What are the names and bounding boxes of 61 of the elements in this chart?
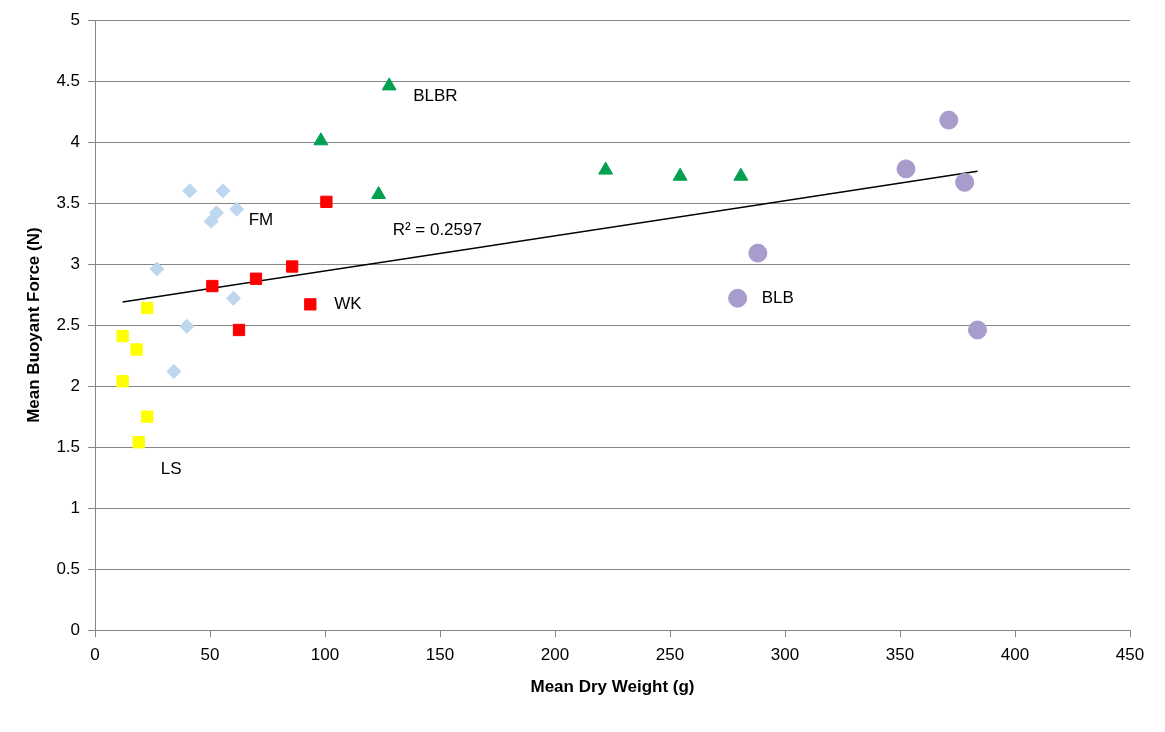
point bbox=[733, 167, 749, 181]
point bbox=[141, 410, 154, 423]
y-tick-label: 3.5 bbox=[56, 192, 81, 212]
x-tick-label: 50 bbox=[200, 645, 220, 665]
point bbox=[166, 363, 182, 379]
point bbox=[304, 298, 317, 311]
point bbox=[672, 167, 688, 181]
point bbox=[381, 77, 397, 91]
point bbox=[149, 261, 165, 277]
y-tick-label: 5 bbox=[70, 9, 81, 29]
x-axis-title: Mean Dry Weight (g) bbox=[530, 677, 695, 697]
x-tick-label: 350 bbox=[885, 645, 915, 665]
point bbox=[598, 161, 614, 175]
y-tick-label: 4 bbox=[70, 131, 81, 151]
point bbox=[229, 201, 245, 217]
point bbox=[748, 243, 768, 263]
point bbox=[141, 301, 154, 315]
point bbox=[225, 290, 241, 306]
point bbox=[215, 183, 231, 199]
point bbox=[249, 272, 263, 285]
annotation: R² = 0.2597 bbox=[392, 219, 482, 239]
point bbox=[955, 172, 975, 192]
point bbox=[939, 110, 959, 130]
y-axis-title: Mean Buoyant Force (N) bbox=[23, 227, 43, 423]
x-tick-label: 400 bbox=[1000, 645, 1030, 665]
point bbox=[182, 183, 198, 199]
y-tick-label: 2.5 bbox=[56, 314, 81, 334]
y-tick-label: 0.5 bbox=[56, 558, 81, 578]
point bbox=[206, 279, 219, 293]
x-tick-label: 100 bbox=[310, 645, 340, 665]
y-tick-label: 1 bbox=[70, 497, 81, 517]
point bbox=[132, 436, 145, 449]
point bbox=[130, 343, 143, 356]
point bbox=[116, 375, 129, 388]
point bbox=[232, 323, 246, 337]
y-tick-label: 1.5 bbox=[56, 436, 81, 456]
point bbox=[896, 159, 916, 179]
point bbox=[371, 186, 387, 200]
y-tick-label: 3 bbox=[70, 253, 81, 273]
point bbox=[320, 195, 333, 208]
x-tick-label: 450 bbox=[1115, 645, 1145, 665]
series-label: FM bbox=[248, 209, 274, 229]
point bbox=[116, 329, 129, 343]
point bbox=[179, 318, 195, 334]
x-tick-label: 200 bbox=[540, 645, 570, 665]
x-tick-label: 250 bbox=[655, 645, 685, 665]
series-label: LS bbox=[160, 458, 182, 478]
point bbox=[968, 320, 988, 340]
y-tick-label: 4.5 bbox=[56, 70, 81, 90]
y-tick-label: 0 bbox=[70, 619, 81, 639]
point bbox=[203, 213, 219, 229]
series-label: WK bbox=[334, 294, 363, 314]
y-tick-label: 2 bbox=[70, 375, 81, 395]
x-tick-label: 300 bbox=[770, 645, 800, 665]
series-label: BLB bbox=[761, 287, 794, 307]
series-label: BLBR bbox=[413, 85, 458, 105]
point bbox=[728, 288, 748, 308]
point bbox=[313, 132, 329, 146]
point bbox=[285, 260, 299, 273]
x-tick-label: 0 bbox=[90, 645, 100, 665]
x-tick-label: 150 bbox=[425, 645, 455, 665]
